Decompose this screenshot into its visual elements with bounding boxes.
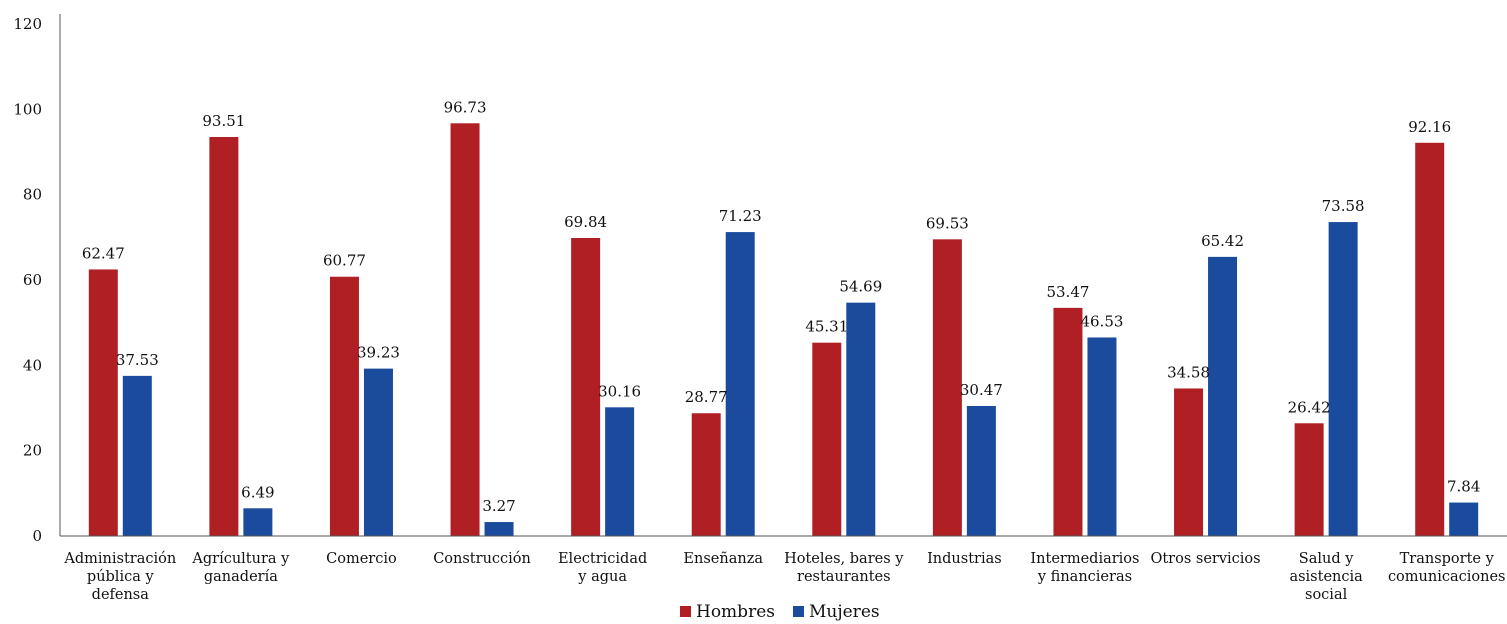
legend-label-hombres: Hombres <box>696 602 775 622</box>
data-label-mujeres-8: 46.53 <box>1080 312 1123 330</box>
bar-hombres-2 <box>329 276 359 536</box>
y-tick-label: 0 <box>32 527 42 545</box>
bar-mujeres-3 <box>484 522 514 536</box>
x-tick-label: Comercio <box>326 551 397 567</box>
data-label-mujeres-3: 3.27 <box>482 497 515 515</box>
data-label-mujeres-0: 37.53 <box>116 351 159 369</box>
y-tick-label: 80 <box>23 186 42 204</box>
data-label-hombres-10: 26.42 <box>1288 398 1331 416</box>
data-label-hombres-8: 53.47 <box>1046 283 1089 301</box>
data-label-hombres-2: 60.77 <box>323 252 366 270</box>
bar-mujeres-0 <box>122 375 152 536</box>
bar-mujeres-11 <box>1449 502 1479 536</box>
legend: Hombres Mujeres <box>680 602 880 622</box>
bar-mujeres-4 <box>605 407 635 536</box>
data-label-mujeres-7: 30.47 <box>960 381 1003 399</box>
data-label-mujeres-11: 7.84 <box>1447 478 1480 496</box>
data-label-mujeres-9: 65.42 <box>1201 232 1244 250</box>
x-tick-label: Agrícultura y ganadería <box>191 551 290 585</box>
y-tick-label: 60 <box>23 271 42 289</box>
data-label-hombres-3: 96.73 <box>444 98 487 116</box>
bar-hombres-11 <box>1415 142 1445 536</box>
data-label-mujeres-4: 30.16 <box>598 382 641 400</box>
legend-swatch-hombres <box>680 606 691 617</box>
data-label-hombres-0: 62.47 <box>82 244 125 262</box>
x-tick-label: Hoteles, bares y restaurantes <box>784 551 904 585</box>
x-tick-label: Industrias <box>927 551 1002 567</box>
bar-mujeres-5 <box>725 232 755 536</box>
data-label-mujeres-2: 39.23 <box>357 344 400 362</box>
data-label-mujeres-10: 73.58 <box>1322 197 1365 215</box>
data-labels: 62.47 93.51 60.77 96.73 69.84 28.77 45.31 69.53… <box>82 98 1481 515</box>
bar-hombres-7 <box>932 239 962 536</box>
x-tick-label: Intermediarios y financieras <box>1030 551 1139 585</box>
x-axis: Administración pública y defensa Agrícultur… <box>60 535 1507 603</box>
bar-hombres-1 <box>209 137 239 537</box>
bar-mujeres-2 <box>363 368 393 536</box>
data-label-hombres-1: 93.51 <box>202 112 245 130</box>
y-axis: 0 20 40 60 80 100 120 <box>13 14 61 545</box>
data-label-hombres-6: 45.31 <box>805 318 848 336</box>
y-tick-label: 100 <box>13 100 42 118</box>
y-tick-label: 20 <box>23 442 42 460</box>
x-tick-label: Salud y asistencia social <box>1289 551 1363 603</box>
bar-mujeres-7 <box>966 405 996 536</box>
y-tick-label: 120 <box>13 15 42 33</box>
data-label-hombres-9: 34.58 <box>1167 363 1210 381</box>
data-label-hombres-7: 69.53 <box>926 214 969 232</box>
bar-hombres-5 <box>691 413 721 536</box>
bar-hombres-6 <box>812 342 842 536</box>
bar-mujeres-1 <box>243 508 273 536</box>
data-label-mujeres-1: 6.49 <box>241 483 274 501</box>
bar-hombres-9 <box>1174 388 1204 536</box>
bars <box>88 123 1479 537</box>
bar-mujeres-10 <box>1328 222 1358 537</box>
data-label-hombres-5: 28.77 <box>685 388 728 406</box>
x-tick-label: Otros servicios <box>1150 551 1260 567</box>
data-label-hombres-11: 92.16 <box>1408 118 1451 136</box>
x-tick-label: Administración pública y defensa <box>63 551 176 603</box>
legend-label-mujeres: Mujeres <box>809 602 880 622</box>
x-tick-label: Transporte y comunicaciones <box>1388 551 1506 585</box>
bar-mujeres-9 <box>1208 256 1238 536</box>
x-tick-label: Enseñanza <box>683 551 763 567</box>
data-label-mujeres-5: 71.23 <box>719 207 762 225</box>
bar-hombres-0 <box>88 269 118 536</box>
bar-hombres-8 <box>1053 307 1083 536</box>
x-tick-label: Construcción <box>433 551 531 567</box>
legend-swatch-mujeres <box>793 606 804 617</box>
data-label-mujeres-6: 54.69 <box>839 278 882 296</box>
bar-hombres-10 <box>1294 423 1324 536</box>
x-tick-label: Electricidad y agua <box>558 551 647 585</box>
data-label-hombres-4: 69.84 <box>564 213 607 231</box>
bar-mujeres-6 <box>846 302 876 536</box>
bar-mujeres-8 <box>1087 337 1117 536</box>
bar-hombres-3 <box>450 123 480 536</box>
y-tick-label: 40 <box>23 356 42 374</box>
bar-hombres-4 <box>571 238 601 537</box>
